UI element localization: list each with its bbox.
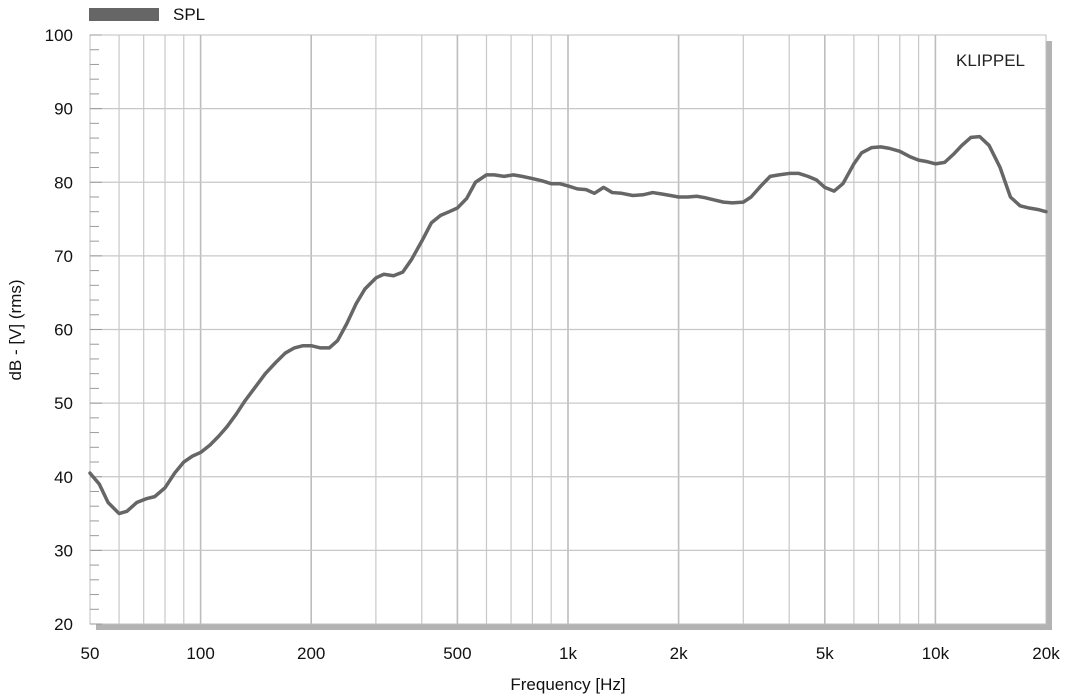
- x-tick-label-100: 100: [186, 644, 214, 663]
- x-tick-label-5k: 5k: [816, 644, 834, 663]
- y-tick-label-90: 90: [54, 100, 73, 119]
- x-tick-label-1k: 1k: [559, 644, 577, 663]
- spl-series-line: [88, 134, 1048, 516]
- plot-shadow-bottom: [96, 624, 1052, 630]
- x-tick-labels: 50 100 200 500 1k 2k 5k 10k 20k: [81, 644, 1061, 663]
- y-tick-label-60: 60: [54, 321, 73, 340]
- y-tick-label-70: 70: [54, 247, 73, 266]
- y-tick-labels: 20 30 40 50 60 70 80 90 100: [45, 26, 73, 634]
- x-tick-label-50: 50: [81, 644, 100, 663]
- y-gridlines: [90, 108, 1046, 551]
- y-tick-label-50: 50: [54, 394, 73, 413]
- x-tick-label-200: 200: [297, 644, 325, 663]
- legend-swatch-spl: [89, 8, 159, 21]
- x-tick-label-20k: 20k: [1032, 644, 1060, 663]
- y-tick-label-100: 100: [45, 26, 73, 45]
- y-axis-title: dB - [V] (rms): [6, 279, 25, 380]
- x-tick-label-2k: 2k: [670, 644, 688, 663]
- y-tick-label-20: 20: [54, 615, 73, 634]
- y-tick-label-40: 40: [54, 468, 73, 487]
- legend: SPL: [89, 5, 205, 24]
- series-layer: [88, 134, 1048, 516]
- x-axis-title: Frequency [Hz]: [510, 675, 625, 694]
- x-tick-label-500: 500: [443, 644, 471, 663]
- plot-shadow-right: [1046, 41, 1052, 629]
- klippel-watermark: KLIPPEL: [956, 51, 1025, 70]
- legend-label-spl: SPL: [173, 5, 205, 24]
- y-tick-label-80: 80: [54, 173, 73, 192]
- y-minor-ticks: [90, 34, 102, 625]
- x-tick-label-10k: 10k: [922, 644, 950, 663]
- y-tick-label-30: 30: [54, 541, 73, 560]
